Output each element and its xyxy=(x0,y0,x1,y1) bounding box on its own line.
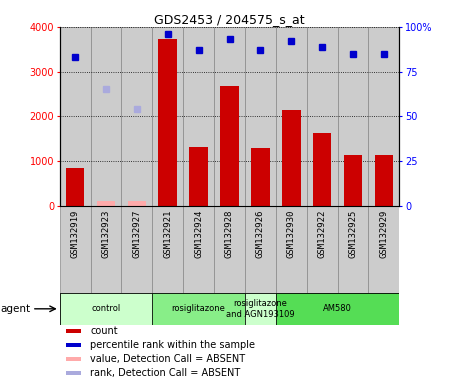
Bar xyxy=(122,27,152,205)
Bar xyxy=(313,133,331,205)
Text: GSM132919: GSM132919 xyxy=(71,210,79,258)
Bar xyxy=(67,343,81,347)
Bar xyxy=(67,329,81,333)
Text: percentile rank within the sample: percentile rank within the sample xyxy=(90,340,255,350)
Bar xyxy=(245,27,276,205)
Bar xyxy=(128,201,146,205)
Bar xyxy=(67,371,81,375)
Text: GSM132922: GSM132922 xyxy=(318,210,327,258)
Bar xyxy=(251,148,269,205)
Text: control: control xyxy=(91,304,121,313)
Bar xyxy=(152,293,245,325)
Bar xyxy=(158,40,177,205)
Bar xyxy=(307,27,337,205)
Bar xyxy=(122,205,152,293)
Bar xyxy=(369,27,399,205)
Text: GSM132927: GSM132927 xyxy=(132,210,141,258)
Text: GSM132925: GSM132925 xyxy=(348,210,358,258)
Text: agent: agent xyxy=(0,304,30,314)
Bar xyxy=(276,293,399,325)
Bar xyxy=(90,27,122,205)
Bar xyxy=(183,205,214,293)
Text: rosiglitazone: rosiglitazone xyxy=(172,304,225,313)
Text: GSM132928: GSM132928 xyxy=(225,210,234,258)
Bar xyxy=(282,110,301,205)
Bar xyxy=(66,169,84,205)
Text: count: count xyxy=(90,326,118,336)
Text: GSM132930: GSM132930 xyxy=(287,210,296,258)
Bar xyxy=(60,27,90,205)
Bar xyxy=(337,205,369,293)
Title: GDS2453 / 204575_s_at: GDS2453 / 204575_s_at xyxy=(154,13,305,26)
Bar xyxy=(245,293,276,325)
Bar xyxy=(67,357,81,361)
Text: AM580: AM580 xyxy=(323,304,352,313)
Bar xyxy=(152,205,183,293)
Bar xyxy=(276,27,307,205)
Bar xyxy=(276,205,307,293)
Bar xyxy=(220,86,239,205)
Text: GSM132921: GSM132921 xyxy=(163,210,172,258)
Bar xyxy=(375,155,393,205)
Bar xyxy=(214,27,245,205)
Bar xyxy=(307,205,337,293)
Bar xyxy=(90,205,122,293)
Bar xyxy=(344,155,362,205)
Text: rosiglitazone
and AGN193109: rosiglitazone and AGN193109 xyxy=(226,299,295,318)
Text: value, Detection Call = ABSENT: value, Detection Call = ABSENT xyxy=(90,354,246,364)
Bar xyxy=(214,205,245,293)
Bar xyxy=(97,201,115,205)
Bar xyxy=(152,27,183,205)
Text: GSM132926: GSM132926 xyxy=(256,210,265,258)
Bar xyxy=(60,205,90,293)
Text: rank, Detection Call = ABSENT: rank, Detection Call = ABSENT xyxy=(90,368,241,378)
Bar xyxy=(60,293,152,325)
Text: GSM132923: GSM132923 xyxy=(101,210,111,258)
Text: GSM132924: GSM132924 xyxy=(194,210,203,258)
Bar xyxy=(245,205,276,293)
Text: GSM132929: GSM132929 xyxy=(380,210,388,258)
Bar xyxy=(337,27,369,205)
Bar xyxy=(190,147,208,205)
Bar xyxy=(369,205,399,293)
Bar xyxy=(183,27,214,205)
